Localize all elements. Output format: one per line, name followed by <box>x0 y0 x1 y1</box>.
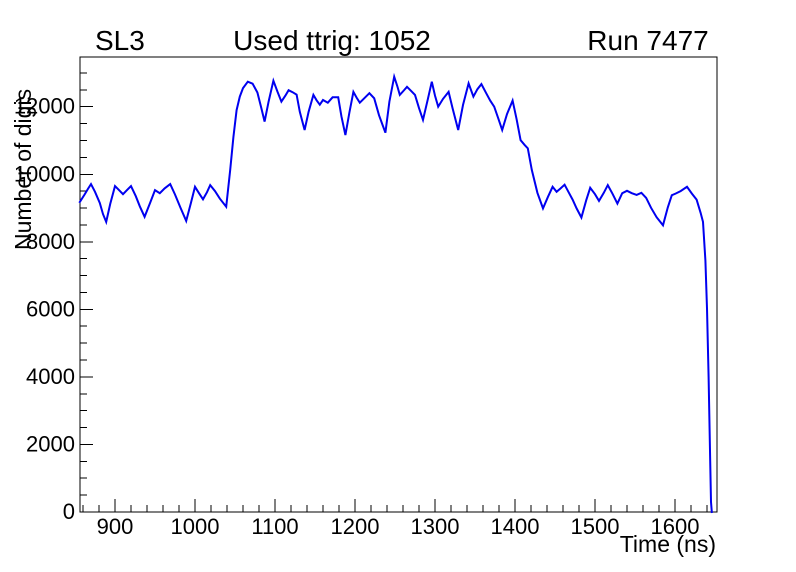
y-tick-label: 0 <box>63 499 75 524</box>
y-tick-label: 12000 <box>14 94 75 119</box>
y-tick-label: 6000 <box>26 296 75 321</box>
x-tick-label: 1400 <box>491 514 540 539</box>
x-axis-title: Time (ns) <box>620 531 716 557</box>
y-tick-label: 4000 <box>26 364 75 389</box>
plot-title-left: SL3 <box>95 25 145 56</box>
data-line <box>78 72 713 514</box>
y-tick-label: 10000 <box>14 161 75 186</box>
x-tick-label: 1100 <box>251 514 298 539</box>
x-tick-label: 1600 <box>651 514 700 539</box>
x-tick-label: 900 <box>97 514 134 539</box>
x-tick-label: 1000 <box>171 514 220 539</box>
x-tick-label: 1500 <box>571 514 620 539</box>
plot-frame <box>79 56 718 513</box>
y-tick-label: 2000 <box>26 431 75 456</box>
x-tick-label: 1200 <box>331 514 380 539</box>
y-tick-label: 8000 <box>26 229 75 254</box>
plot-title-center: Used ttrig: 1052 <box>233 25 431 56</box>
x-tick-label: 1300 <box>411 514 460 539</box>
plot-title-right: Run 7477 <box>587 25 709 56</box>
y-axis-title: Number of digis <box>10 89 36 250</box>
